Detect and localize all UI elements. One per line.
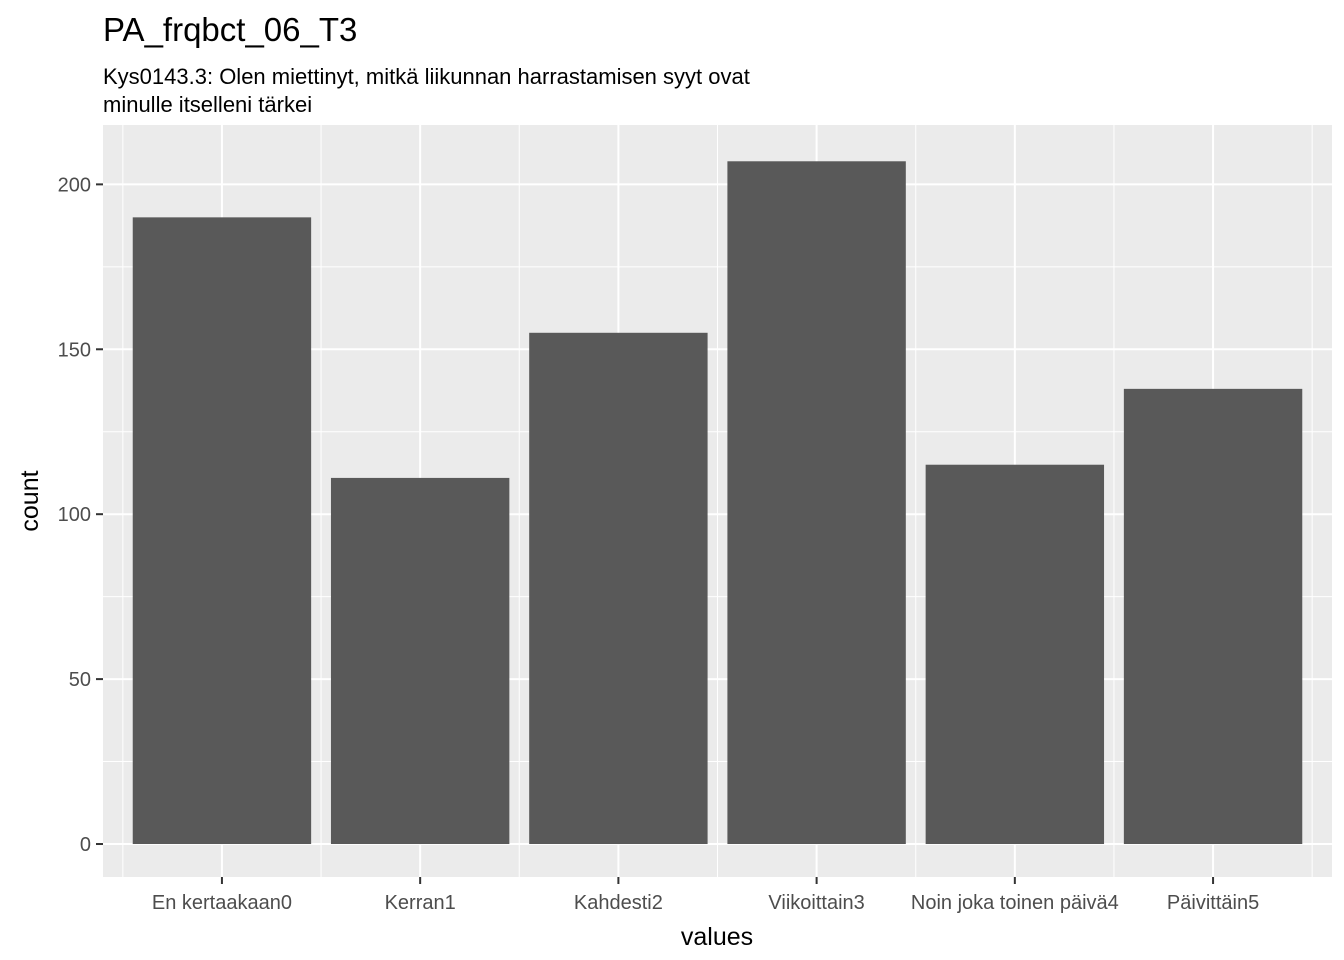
x-axis-title: values — [681, 923, 753, 951]
y-tick-label: 50 — [69, 669, 91, 691]
x-tick-label: Viikoittain3 — [768, 892, 864, 914]
y-tick-label: 200 — [58, 174, 91, 196]
y-tick-label: 150 — [58, 339, 91, 361]
y-tick-label: 100 — [58, 504, 91, 526]
chart-subtitle-line-1: Kys0143.3: Olen miettinyt, mitkä liikunn… — [103, 64, 750, 89]
bar-2 — [330, 477, 510, 845]
x-tick-label: Kahdesti2 — [574, 892, 663, 914]
bar-4 — [727, 161, 906, 845]
x-tick-label: Noin joka toinen päivä4 — [911, 892, 1119, 914]
x-tick-label: Kerran1 — [385, 892, 456, 914]
chart-title: PA_frqbct_06_T3 — [103, 11, 357, 48]
x-axis: En kertaakaan0 Kerran1 Kahdesti2 Viikoittai… — [152, 877, 1259, 914]
bars — [132, 161, 1303, 845]
y-tick-label: 0 — [80, 834, 91, 856]
bar-5 — [925, 464, 1105, 845]
bar-1 — [132, 217, 312, 845]
y-axis: 0 50 100 150 200 — [58, 174, 103, 856]
chart-subtitle-line-2: minulle itselleni tärkei — [103, 92, 312, 117]
bar-3 — [529, 332, 708, 845]
y-axis-title: count — [16, 470, 44, 531]
x-tick-label: Päivittäin5 — [1167, 892, 1259, 914]
bar-6 — [1123, 388, 1303, 845]
x-tick-label: En kertaakaan0 — [152, 892, 292, 914]
